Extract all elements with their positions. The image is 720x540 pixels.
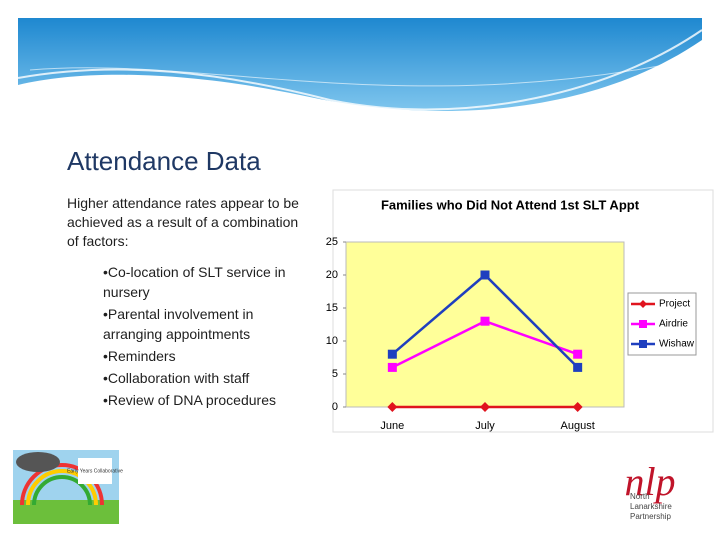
legend-marker <box>639 300 647 308</box>
logo-text: North Lanarkshire Partnership <box>630 492 672 521</box>
logo-text: Early Years Collaborative <box>67 468 123 474</box>
marker <box>572 402 583 412</box>
y-tick-label: 0 <box>332 401 338 413</box>
x-tick-label: July <box>475 420 495 432</box>
logo-text-box: North Lanarkshire Partnership <box>630 492 672 521</box>
y-tick-label: 5 <box>332 368 338 380</box>
logo-mark: nlp <box>624 459 675 504</box>
marker <box>480 402 490 412</box>
y-tick-label: 10 <box>326 335 338 347</box>
slide-title: Attendance Data <box>67 146 261 176</box>
intro-text: Higher attendance rates appear to be ach… <box>67 195 299 249</box>
header-curve <box>17 29 703 111</box>
logo-rainbow <box>32 475 92 506</box>
marker <box>387 349 397 359</box>
y-tick-label: 25 <box>326 236 338 248</box>
legend-marker <box>639 340 647 348</box>
y-tick-label: 15 <box>326 302 338 314</box>
bullet: •Collaboration with staff <box>103 370 250 386</box>
x-tick-label: June <box>380 420 404 432</box>
x-tick-label: August <box>561 420 595 432</box>
marker <box>387 402 398 412</box>
bullet: •Co-location of SLT service in nursery <box>103 264 286 300</box>
bullet: •Reminders <box>103 348 176 364</box>
header-band <box>18 18 702 111</box>
marker <box>480 316 490 326</box>
logo-cloud <box>16 452 60 472</box>
legend-label: Project <box>659 299 690 310</box>
bullet: •Parental involvement in arranging appoi… <box>103 306 254 342</box>
logo-rainbow <box>20 463 104 506</box>
chart-title: Families who Did Not Attend 1st SLT Appt <box>381 197 640 212</box>
y-tick-label: 20 <box>326 269 338 281</box>
marker <box>480 270 490 280</box>
logo-rainbow <box>26 469 98 506</box>
marker <box>387 362 397 372</box>
legend-marker <box>639 320 647 328</box>
header-curve <box>29 59 691 87</box>
logo-sign <box>78 458 112 484</box>
legend-label: Wishaw <box>659 339 695 350</box>
marker <box>573 362 583 372</box>
bullet: •Review of DNA procedures <box>103 392 276 408</box>
legend-label: Airdrie <box>659 319 688 330</box>
marker <box>573 349 583 359</box>
bullet-list: •Co-location of SLT service in nursery •P… <box>103 262 313 412</box>
